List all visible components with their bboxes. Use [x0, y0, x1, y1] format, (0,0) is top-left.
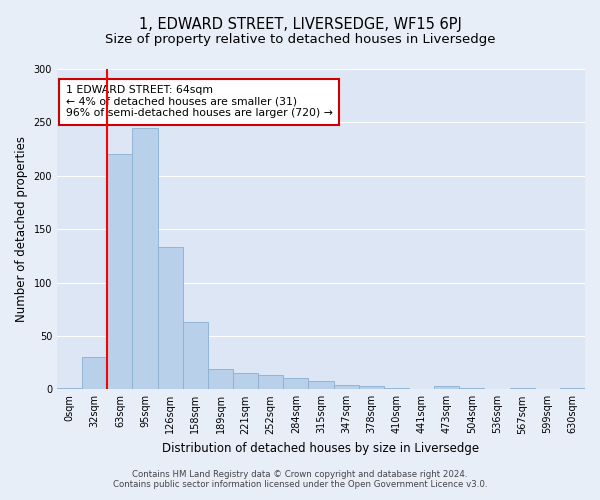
Bar — [107, 154, 133, 390]
Bar — [208, 369, 233, 390]
Bar — [233, 374, 258, 390]
Bar — [308, 381, 334, 390]
Bar — [133, 128, 158, 390]
Bar — [509, 388, 535, 390]
Text: Size of property relative to detached houses in Liversedge: Size of property relative to detached ho… — [105, 32, 495, 46]
Bar — [334, 385, 359, 390]
Text: 1 EDWARD STREET: 64sqm
← 4% of detached houses are smaller (31)
96% of semi-deta: 1 EDWARD STREET: 64sqm ← 4% of detached … — [66, 85, 333, 118]
Bar — [359, 386, 384, 390]
Bar — [459, 388, 484, 390]
X-axis label: Distribution of detached houses by size in Liversedge: Distribution of detached houses by size … — [163, 442, 479, 455]
Y-axis label: Number of detached properties: Number of detached properties — [15, 136, 28, 322]
Text: Contains HM Land Registry data © Crown copyright and database right 2024.
Contai: Contains HM Land Registry data © Crown c… — [113, 470, 487, 489]
Bar — [158, 248, 183, 390]
Bar — [283, 378, 308, 390]
Text: 1, EDWARD STREET, LIVERSEDGE, WF15 6PJ: 1, EDWARD STREET, LIVERSEDGE, WF15 6PJ — [139, 18, 461, 32]
Bar — [384, 388, 409, 390]
Bar — [258, 376, 283, 390]
Bar — [560, 388, 585, 390]
Bar — [57, 388, 82, 390]
Bar — [82, 358, 107, 390]
Bar — [434, 386, 459, 390]
Bar — [183, 322, 208, 390]
